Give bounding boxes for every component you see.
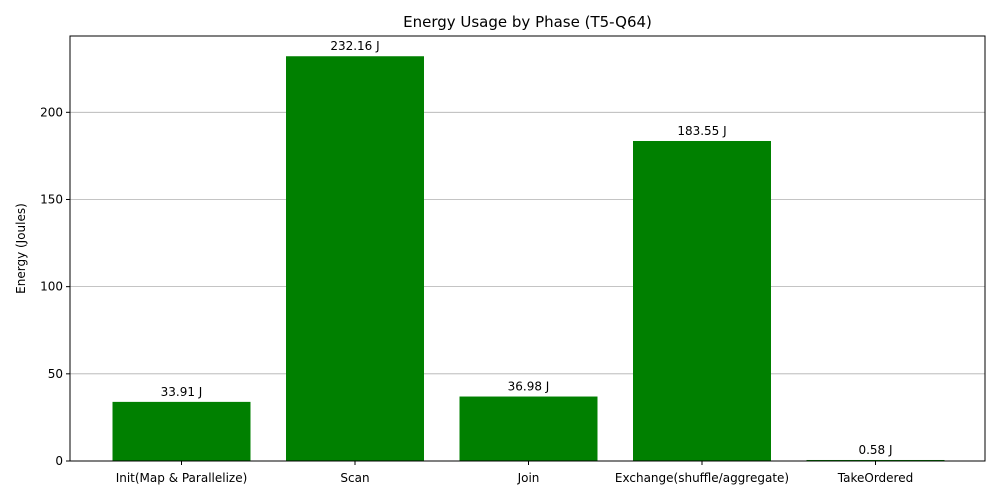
- chart-title: Energy Usage by Phase (T5-Q64): [403, 13, 652, 31]
- bar-value-label: 33.91 J: [161, 385, 203, 399]
- bar: [112, 401, 251, 461]
- x-tick-label: Exchange(shuffle/aggregate): [615, 471, 789, 485]
- bar: [286, 56, 424, 461]
- y-axis-label: Energy (Joules): [14, 203, 28, 294]
- gridlines: [70, 111, 985, 375]
- bar: [806, 459, 945, 461]
- y-axis: 0 50 100 150 200: [40, 105, 70, 468]
- bar-value-label: 36.98 J: [508, 380, 550, 394]
- x-tick-label: Init(Map & Parallelize): [116, 471, 248, 485]
- bar-value-label: 183.55 J: [677, 124, 726, 138]
- y-tick-label: 0: [55, 454, 63, 468]
- y-tick-label: 150: [40, 192, 63, 206]
- x-tick-label: Scan: [340, 471, 369, 485]
- x-tick-label: Join: [517, 471, 540, 485]
- y-tick-label: 50: [48, 367, 63, 381]
- bar: [459, 396, 598, 461]
- x-axis: Init(Map & Parallelize) Scan Join Exchange(…: [116, 461, 913, 485]
- plot-frame: [69, 35, 986, 462]
- x-tick-label: TakeOrdered: [837, 471, 913, 485]
- data-labels: 33.91 J 232.16 J 36.98 J 183.55 J 0.58 J: [161, 39, 893, 457]
- bar-value-label: 0.58 J: [858, 443, 892, 457]
- y-tick-label: 100: [40, 280, 63, 294]
- bar-value-label: 232.16 J: [330, 39, 379, 53]
- y-tick-label: 200: [40, 105, 63, 119]
- bars: [112, 56, 945, 461]
- bar: [633, 140, 771, 461]
